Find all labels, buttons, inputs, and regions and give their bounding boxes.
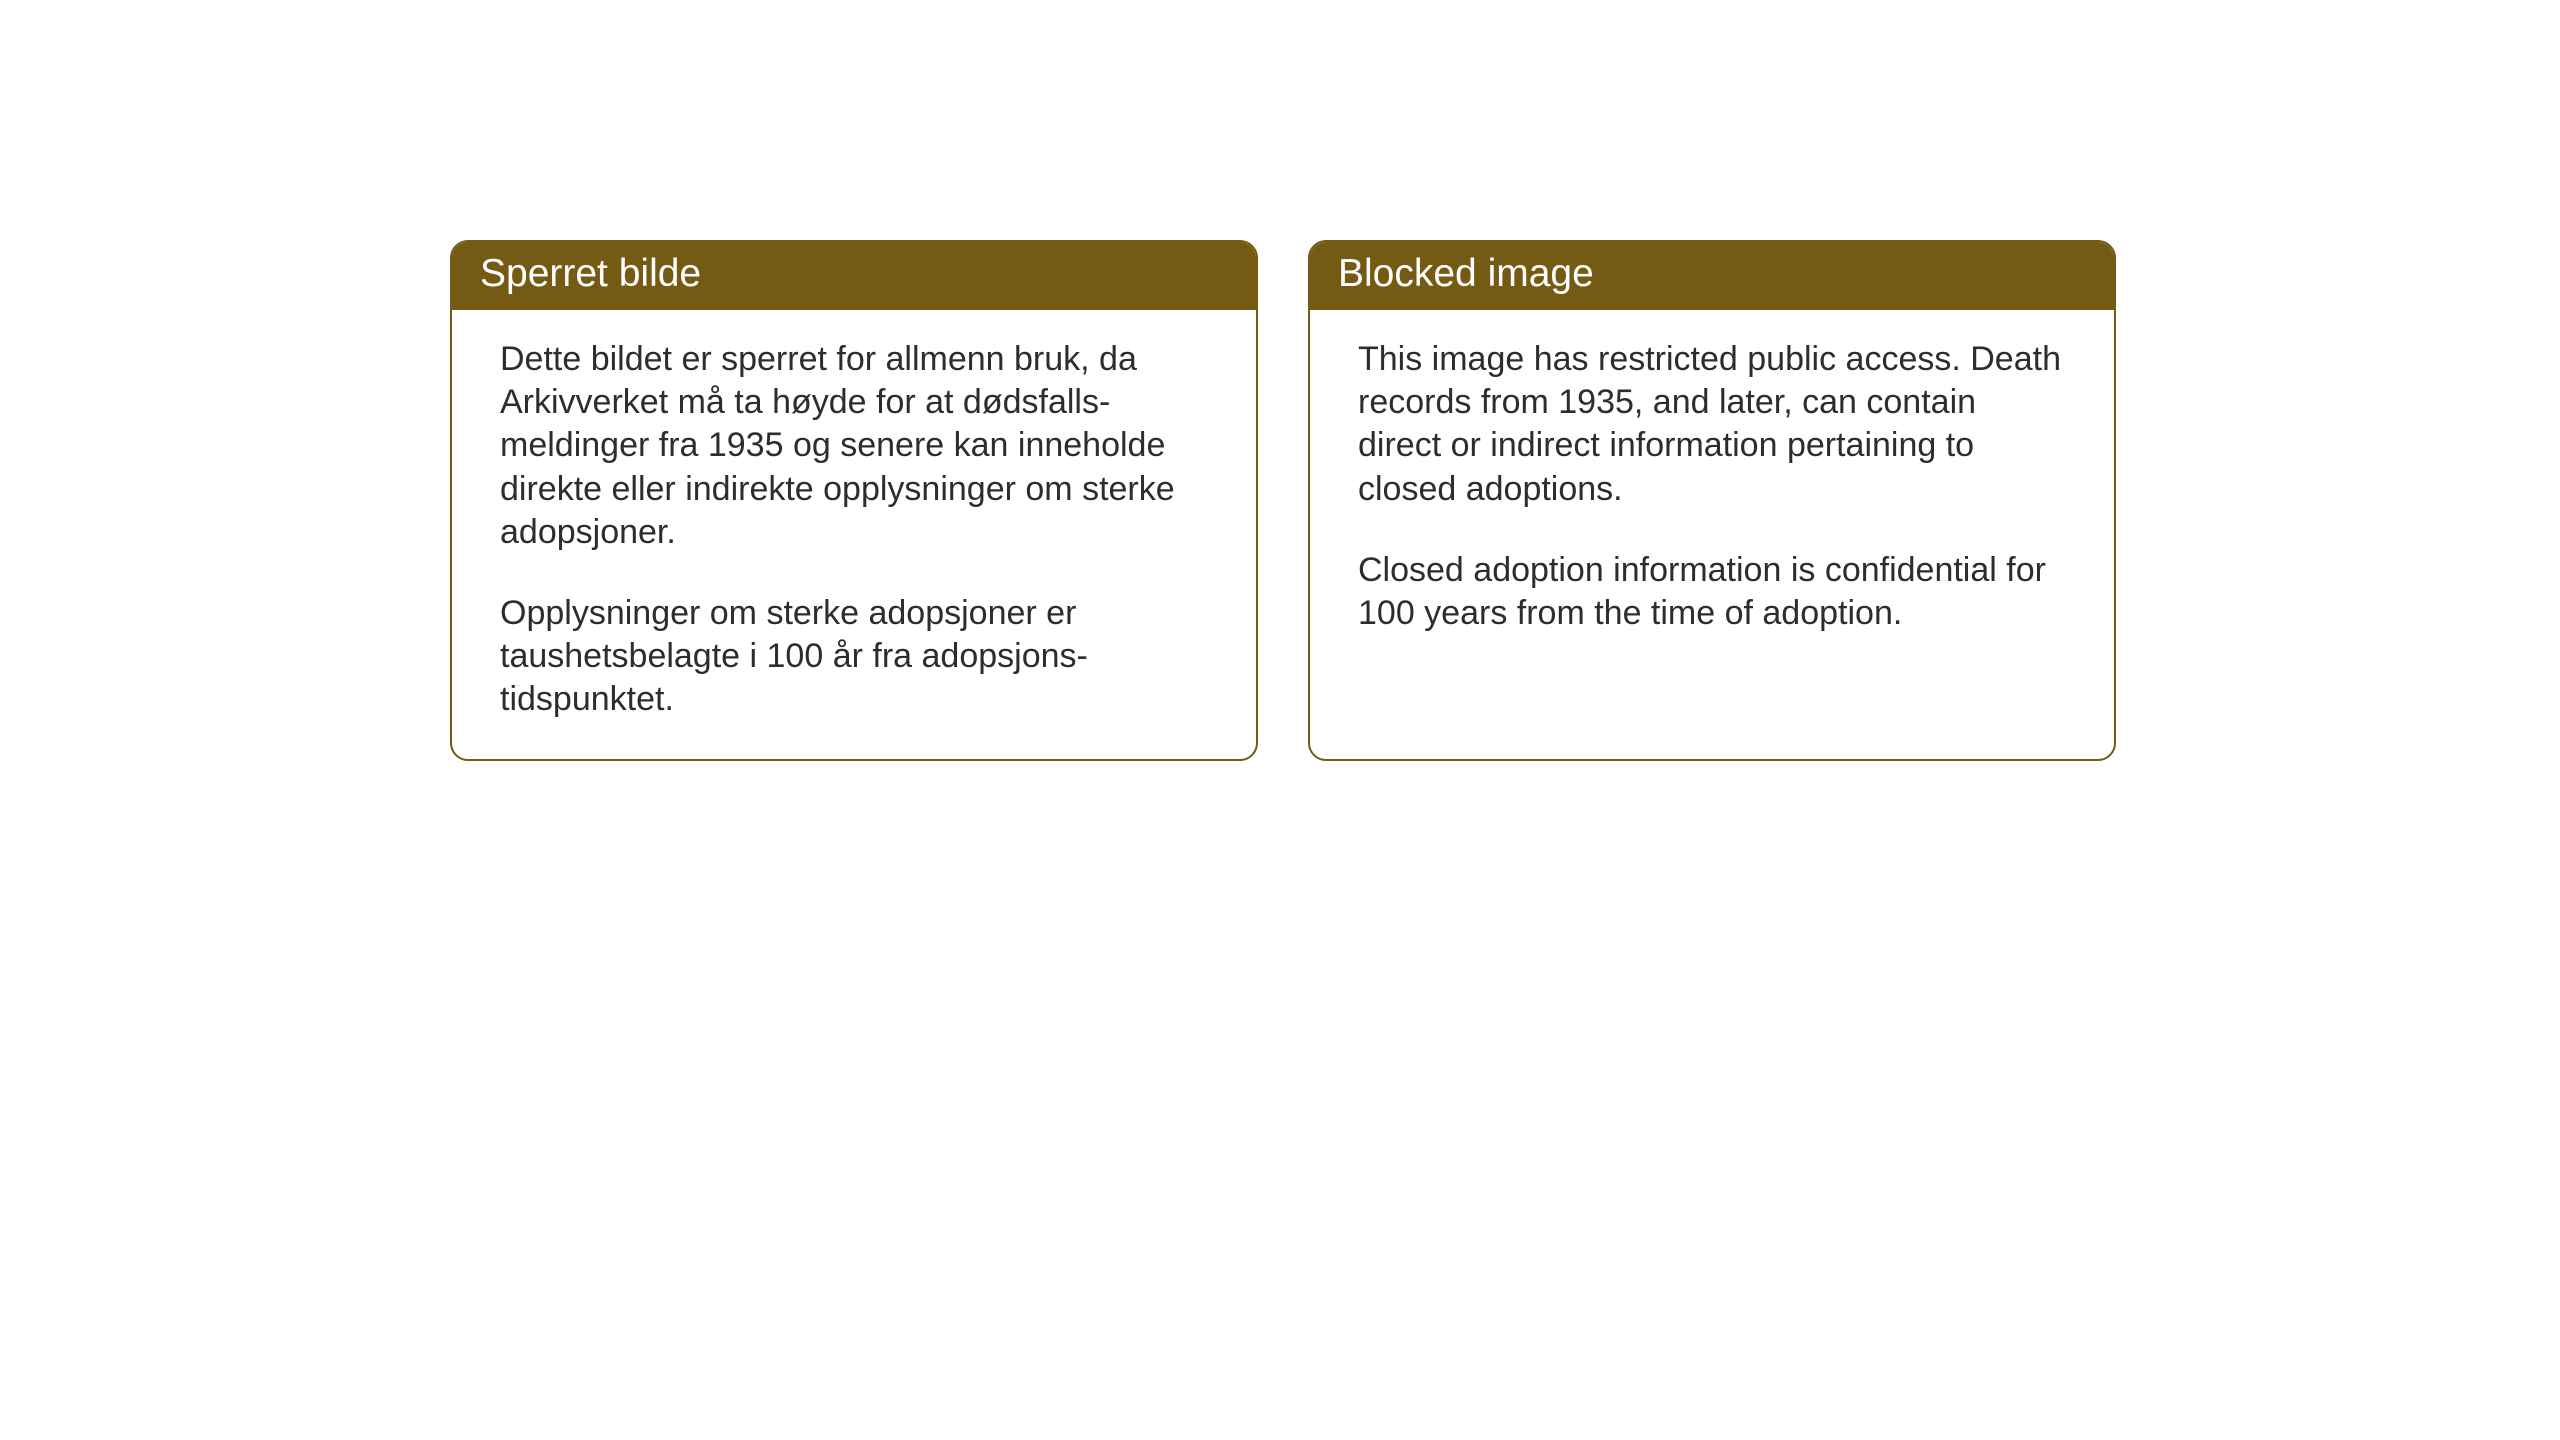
card-paragraph: Opplysninger om sterke adopsjoner er tau… — [500, 592, 1208, 722]
card-title-english: Blocked image — [1338, 252, 1594, 295]
notice-card-norwegian: Sperret bilde Dette bildet er sperret fo… — [450, 240, 1258, 761]
card-body-english: This image has restricted public access.… — [1310, 310, 2114, 720]
card-header-english: Blocked image — [1310, 242, 2114, 310]
notice-cards-container: Sperret bilde Dette bildet er sperret fo… — [450, 240, 2560, 761]
card-header-norwegian: Sperret bilde — [452, 242, 1256, 310]
card-body-norwegian: Dette bildet er sperret for allmenn bruk… — [452, 310, 1256, 759]
notice-card-english: Blocked image This image has restricted … — [1308, 240, 2116, 761]
card-paragraph: Closed adoption information is confident… — [1358, 549, 2066, 635]
card-paragraph: This image has restricted public access.… — [1358, 338, 2066, 511]
card-paragraph: Dette bildet er sperret for allmenn bruk… — [500, 338, 1208, 554]
card-title-norwegian: Sperret bilde — [480, 252, 701, 295]
